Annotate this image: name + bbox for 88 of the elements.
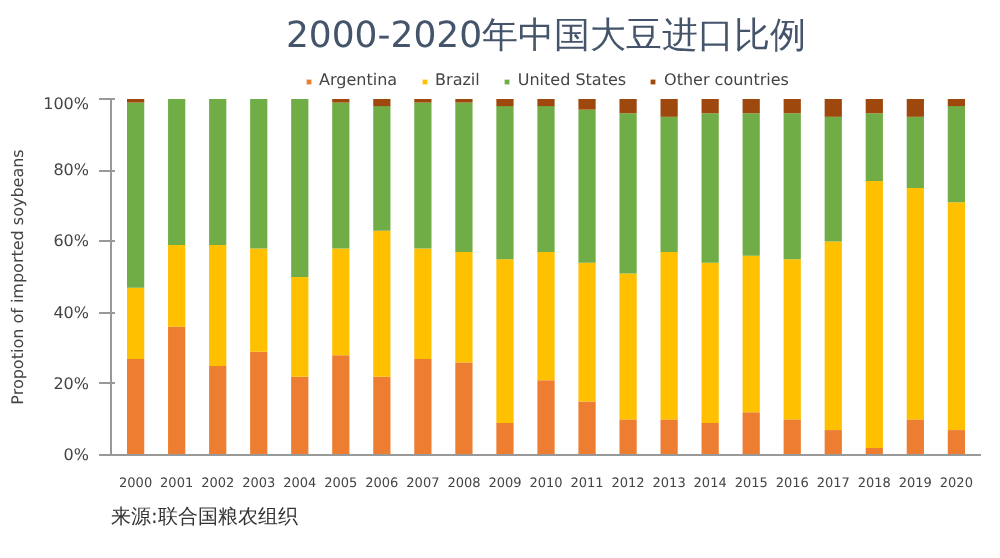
bar xyxy=(496,99,514,107)
bar xyxy=(291,277,309,377)
bar xyxy=(701,422,719,455)
legend-label: Other countries xyxy=(664,71,789,89)
bar xyxy=(783,99,801,114)
bar xyxy=(742,99,760,114)
bar xyxy=(127,358,145,455)
bar xyxy=(783,419,801,455)
y-tick-label: 60% xyxy=(53,232,90,251)
bar xyxy=(947,106,965,203)
bar xyxy=(619,113,637,274)
y-tick-label: 0% xyxy=(63,446,90,464)
bar xyxy=(250,248,268,352)
bar xyxy=(619,99,637,114)
bar xyxy=(619,419,637,455)
bar xyxy=(701,113,719,263)
bar xyxy=(865,180,883,448)
bar xyxy=(414,102,432,249)
bar xyxy=(537,252,555,381)
bar xyxy=(906,116,924,188)
bar xyxy=(742,412,760,455)
bar xyxy=(496,259,514,423)
bar xyxy=(906,99,924,117)
bar xyxy=(824,241,842,431)
legend-label: Argentina xyxy=(319,71,398,89)
bar xyxy=(127,287,145,359)
bar xyxy=(455,362,473,455)
bar xyxy=(209,99,227,245)
y-tick-label: 40% xyxy=(53,303,90,322)
bar xyxy=(537,380,555,455)
bar xyxy=(455,102,473,253)
bar xyxy=(947,202,965,431)
y-tick-label: 20% xyxy=(53,374,90,393)
bar xyxy=(414,358,432,455)
bar xyxy=(578,401,596,455)
bar xyxy=(332,102,350,249)
bar xyxy=(660,252,678,420)
y-axis-title: Propotion of imported soybeans xyxy=(9,149,28,405)
bar xyxy=(250,99,268,249)
bar xyxy=(578,99,596,110)
bar xyxy=(701,99,719,114)
bar xyxy=(947,99,965,107)
bar xyxy=(332,248,350,356)
bar xyxy=(824,430,842,455)
bar xyxy=(824,99,842,117)
bar xyxy=(783,259,801,420)
bar xyxy=(496,422,514,455)
bar xyxy=(414,248,432,359)
bar xyxy=(127,102,145,288)
source-note: 来源:联合国粮农组织 xyxy=(111,505,298,529)
bar xyxy=(332,355,350,455)
bar xyxy=(660,419,678,455)
bar xyxy=(537,106,555,253)
bar xyxy=(537,99,555,107)
bar xyxy=(209,366,227,455)
bar xyxy=(742,113,760,256)
bar xyxy=(619,273,637,420)
bar xyxy=(660,99,678,117)
bar xyxy=(701,262,719,423)
bar xyxy=(947,430,965,455)
bar xyxy=(168,326,186,455)
bar xyxy=(168,99,186,245)
chart-title: 2000-2020年中国大豆进口比例 xyxy=(285,15,807,57)
bar xyxy=(783,113,801,260)
bar xyxy=(209,244,227,366)
bar xyxy=(291,99,309,277)
bar xyxy=(578,262,596,402)
bar xyxy=(373,230,391,377)
bar xyxy=(660,116,678,253)
bar xyxy=(373,106,391,231)
bar xyxy=(250,351,268,455)
bar xyxy=(291,376,309,455)
bar xyxy=(742,255,760,413)
legend-label: Brazil xyxy=(435,71,480,89)
bar xyxy=(578,109,596,263)
bar xyxy=(496,106,514,260)
bar xyxy=(373,99,391,107)
bar xyxy=(865,113,883,181)
y-tick-label: 80% xyxy=(53,161,90,180)
bar xyxy=(906,188,924,420)
bar xyxy=(865,99,883,114)
bar xyxy=(373,376,391,455)
bar xyxy=(168,244,186,327)
legend-label: United States xyxy=(517,71,627,89)
bar xyxy=(906,419,924,455)
bar xyxy=(455,252,473,363)
bar xyxy=(824,116,842,242)
y-tick-label: 100% xyxy=(43,95,90,113)
